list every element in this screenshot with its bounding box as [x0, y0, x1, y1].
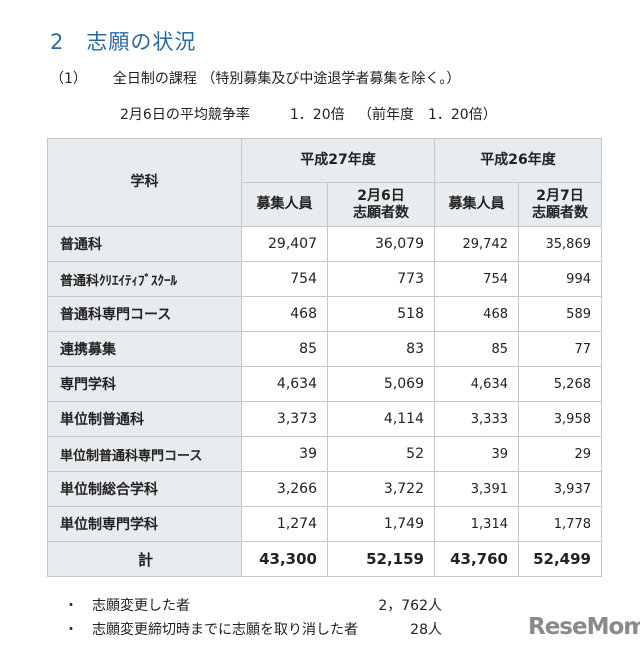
cell: 1,274: [241, 506, 328, 542]
heading-number: 2: [50, 30, 65, 54]
subsection-heading: （1） 全日制の課程 （特別募集及び中途退学者募集を除く。）: [50, 68, 460, 88]
h27-applicants-header: 2月6日 志願者数: [327, 182, 435, 227]
cell: 29,407: [241, 226, 328, 262]
note-item: ・志願変更した者 2，762人: [64, 598, 442, 614]
row-label: 単位制総合学科: [47, 471, 242, 507]
row-label: 普通科: [47, 226, 242, 262]
total-label: 計: [47, 541, 242, 577]
cell: 589: [518, 296, 602, 332]
table-row: 連携募集 85 83 85 77: [47, 331, 602, 367]
row-label: 普通科専門コース: [47, 296, 242, 332]
cell: 1,314: [434, 506, 519, 542]
cell: 5,268: [518, 366, 602, 402]
subsection-number: （1）: [50, 71, 87, 87]
cell: 4,634: [434, 366, 519, 402]
cell: 52,499: [518, 541, 602, 577]
cell: 3,937: [518, 471, 602, 507]
h26-recruit-header: 募集人員: [434, 182, 519, 227]
table-row: 専門学科 4,634 5,069 4,634 5,268: [47, 366, 602, 402]
cell: 518: [327, 296, 435, 332]
notes-list: ・志願変更した者 2，762人 ・志願変更締切時までに志願を取り消した者 28人: [64, 594, 442, 642]
cell: 3,722: [327, 471, 435, 507]
row-label: 単位制専門学科: [47, 506, 242, 542]
table-row: 単位制総合学科 3,266 3,722 3,391 3,937: [47, 471, 602, 507]
cell: 3,958: [518, 401, 602, 437]
rate-label: 2月6日の平均競争率: [120, 107, 250, 123]
cell: 52: [327, 436, 435, 472]
cell: 3,266: [241, 471, 328, 507]
cell: 43,300: [241, 541, 328, 577]
cell: 52,159: [327, 541, 435, 577]
cell: 3,391: [434, 471, 519, 507]
cell: 468: [434, 296, 519, 332]
average-rate-line: 2月6日の平均競争率 1．20倍 （前年度 1．20倍）: [120, 104, 497, 124]
rate-previous: （前年度 1．20倍）: [357, 107, 497, 123]
cell: 754: [241, 261, 328, 297]
h26-applicants-header: 2月7日 志願者数: [518, 182, 602, 227]
table-row: 普通科専門コース 468 518 468 589: [47, 296, 602, 332]
cell: 39: [434, 436, 519, 472]
cell: 29: [518, 436, 602, 472]
note-item: ・志願変更締切時までに志願を取り消した者 28人: [64, 622, 442, 638]
table-row: 単位制専門学科 1,274 1,749 1,314 1,778: [47, 506, 602, 542]
row-label: 単位制普通科専門コース: [47, 436, 242, 472]
table-row: 普通科ｸﾘｴｲﾃｨﾌﾞｽｸｰﾙ 754 773 754 994: [47, 261, 602, 297]
cell: 773: [327, 261, 435, 297]
cell: 85: [434, 331, 519, 367]
cell: 43,760: [434, 541, 519, 577]
subsection-title: 全日制の課程 （特別募集及び中途退学者募集を除く。）: [112, 71, 461, 87]
row-label: 単位制普通科: [47, 401, 242, 437]
h26-header: 平成26年度: [434, 138, 602, 183]
heading-title: 志願の状況: [86, 30, 197, 54]
cell: 3,333: [434, 401, 519, 437]
applicants-table: 学科 平成27年度 平成26年度 募集人員 2月6日 志願者数 募集人員 2月7日…: [47, 138, 602, 577]
cell: 1,749: [327, 506, 435, 542]
cell: 85: [241, 331, 328, 367]
h27-header: 平成27年度: [241, 138, 435, 183]
cell: 1,778: [518, 506, 602, 542]
cell: 83: [327, 331, 435, 367]
table-row: 単位制普通科専門コース 39 52 39 29: [47, 436, 602, 472]
total-row: 計 43,300 52,159 43,760 52,499: [47, 541, 602, 577]
cell: 77: [518, 331, 602, 367]
cell: 36,079: [327, 226, 435, 262]
row-label: 専門学科: [47, 366, 242, 402]
cell: 468: [241, 296, 328, 332]
cell: 5,069: [327, 366, 435, 402]
table-row: 単位制普通科 3,373 4,114 3,333 3,958: [47, 401, 602, 437]
cell: 754: [434, 261, 519, 297]
dept-header: 学科: [47, 138, 242, 227]
cell: 4,114: [327, 401, 435, 437]
section-heading: 2 志願の状況: [50, 26, 196, 56]
cell: 4,634: [241, 366, 328, 402]
table-row: 普通科 29,407 36,079 29,742 35,869: [47, 226, 602, 262]
cell: 39: [241, 436, 328, 472]
cell: 35,869: [518, 226, 602, 262]
row-label: 普通科ｸﾘｴｲﾃｨﾌﾞｽｸｰﾙ: [47, 261, 242, 297]
resemom-logo: ReseMom: [528, 614, 640, 640]
row-label: 連携募集: [47, 331, 242, 367]
cell: 29,742: [434, 226, 519, 262]
cell: 3,373: [241, 401, 328, 437]
h27-recruit-header: 募集人員: [241, 182, 328, 227]
cell: 994: [518, 261, 602, 297]
rate-value: 1．20倍: [289, 107, 345, 123]
